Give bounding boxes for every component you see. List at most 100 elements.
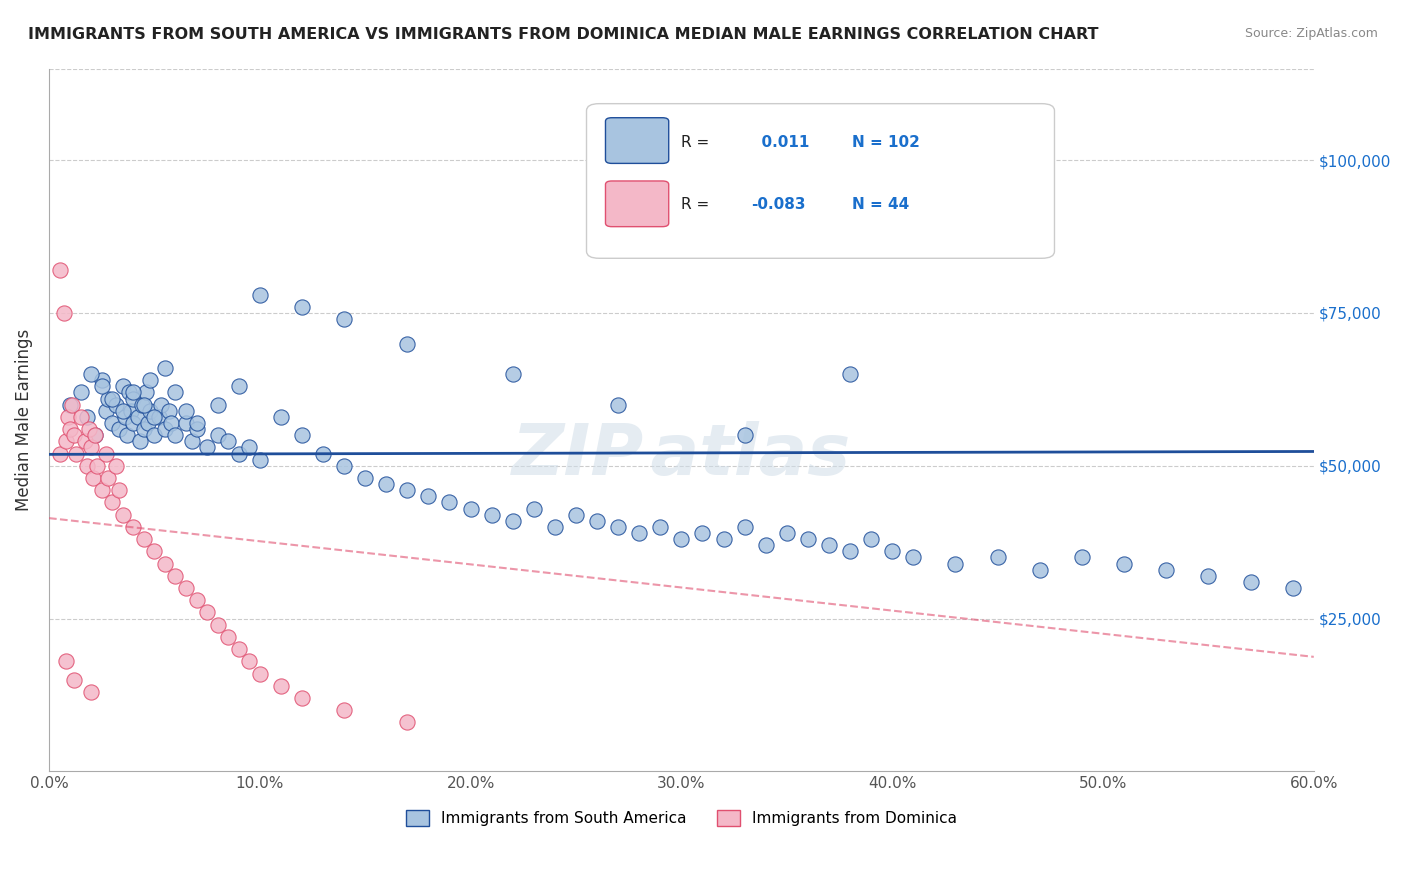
Point bbox=[135, 385, 157, 400]
Point bbox=[1112, 557, 1135, 571]
Point bbox=[59, 422, 82, 436]
Point bbox=[132, 532, 155, 546]
Point bbox=[249, 287, 271, 301]
Point bbox=[105, 398, 128, 412]
Text: IMMIGRANTS FROM SOUTH AMERICA VS IMMIGRANTS FROM DOMINICA MEDIAN MALE EARNINGS C: IMMIGRANTS FROM SOUTH AMERICA VS IMMIGRA… bbox=[28, 27, 1098, 42]
Point bbox=[48, 446, 70, 460]
Point bbox=[195, 441, 218, 455]
Point bbox=[86, 458, 108, 473]
Point bbox=[59, 398, 82, 412]
Text: ZIP atlas: ZIP atlas bbox=[512, 421, 851, 490]
Text: -0.083: -0.083 bbox=[751, 196, 806, 211]
Point bbox=[1154, 563, 1177, 577]
Point bbox=[776, 526, 799, 541]
Point bbox=[69, 385, 91, 400]
Point bbox=[270, 679, 292, 693]
Point bbox=[291, 428, 314, 442]
Point bbox=[101, 416, 124, 430]
Point bbox=[94, 446, 117, 460]
Point bbox=[755, 538, 778, 552]
Point bbox=[628, 526, 651, 541]
Point bbox=[207, 428, 229, 442]
Point bbox=[174, 581, 197, 595]
FancyBboxPatch shape bbox=[606, 181, 669, 227]
Point bbox=[143, 428, 166, 442]
Point bbox=[132, 398, 155, 412]
Point bbox=[143, 409, 166, 424]
Point bbox=[186, 593, 208, 607]
Point bbox=[195, 606, 218, 620]
Point bbox=[460, 501, 482, 516]
Point bbox=[238, 654, 260, 668]
Point bbox=[217, 630, 239, 644]
Point bbox=[153, 422, 176, 436]
Point bbox=[111, 404, 134, 418]
Point bbox=[90, 483, 112, 498]
Point bbox=[945, 557, 967, 571]
Point bbox=[165, 385, 187, 400]
Point bbox=[105, 458, 128, 473]
Point bbox=[270, 409, 292, 424]
Point bbox=[80, 441, 103, 455]
Point bbox=[882, 544, 904, 558]
Point bbox=[97, 471, 120, 485]
Point bbox=[312, 446, 335, 460]
Point bbox=[544, 520, 567, 534]
Point bbox=[1028, 563, 1050, 577]
Point bbox=[174, 416, 197, 430]
Point bbox=[52, 306, 75, 320]
Y-axis label: Median Male Earnings: Median Male Earnings bbox=[15, 329, 32, 511]
Point bbox=[839, 544, 862, 558]
Point bbox=[228, 379, 250, 393]
FancyBboxPatch shape bbox=[606, 118, 669, 163]
Point bbox=[207, 617, 229, 632]
Point bbox=[80, 367, 103, 381]
Point bbox=[375, 477, 398, 491]
Point bbox=[396, 336, 419, 351]
Point bbox=[157, 404, 180, 418]
Point bbox=[131, 398, 153, 412]
Point bbox=[354, 471, 377, 485]
Point bbox=[607, 398, 630, 412]
Point bbox=[839, 367, 862, 381]
Legend: Immigrants from South America, Immigrants from Dominica: Immigrants from South America, Immigrant… bbox=[398, 803, 965, 834]
Point bbox=[149, 398, 172, 412]
Point bbox=[90, 373, 112, 387]
Point bbox=[69, 409, 91, 424]
Point bbox=[333, 312, 356, 326]
Point bbox=[48, 263, 70, 277]
Point bbox=[502, 367, 524, 381]
Point bbox=[418, 489, 440, 503]
Point bbox=[153, 557, 176, 571]
Text: R =: R = bbox=[682, 196, 710, 211]
Text: N = 102: N = 102 bbox=[852, 135, 920, 150]
Point bbox=[94, 404, 117, 418]
Point bbox=[333, 458, 356, 473]
Point bbox=[118, 385, 141, 400]
Point bbox=[860, 532, 883, 546]
Point bbox=[734, 520, 756, 534]
Point bbox=[107, 483, 129, 498]
Point bbox=[76, 458, 98, 473]
Point bbox=[439, 495, 461, 509]
Point bbox=[63, 673, 86, 687]
Point bbox=[238, 441, 260, 455]
Point bbox=[153, 361, 176, 376]
Point bbox=[101, 392, 124, 406]
Point bbox=[186, 416, 208, 430]
Point bbox=[115, 428, 138, 442]
Point bbox=[111, 379, 134, 393]
Point bbox=[249, 452, 271, 467]
Point bbox=[80, 685, 103, 699]
Point bbox=[692, 526, 714, 541]
Point bbox=[128, 434, 150, 449]
Point bbox=[84, 428, 107, 442]
Point bbox=[291, 691, 314, 706]
Point bbox=[122, 520, 145, 534]
Point bbox=[181, 434, 204, 449]
Point bbox=[607, 520, 630, 534]
Point bbox=[1239, 574, 1261, 589]
Point bbox=[76, 409, 98, 424]
Point bbox=[1070, 550, 1092, 565]
Point bbox=[565, 508, 588, 522]
